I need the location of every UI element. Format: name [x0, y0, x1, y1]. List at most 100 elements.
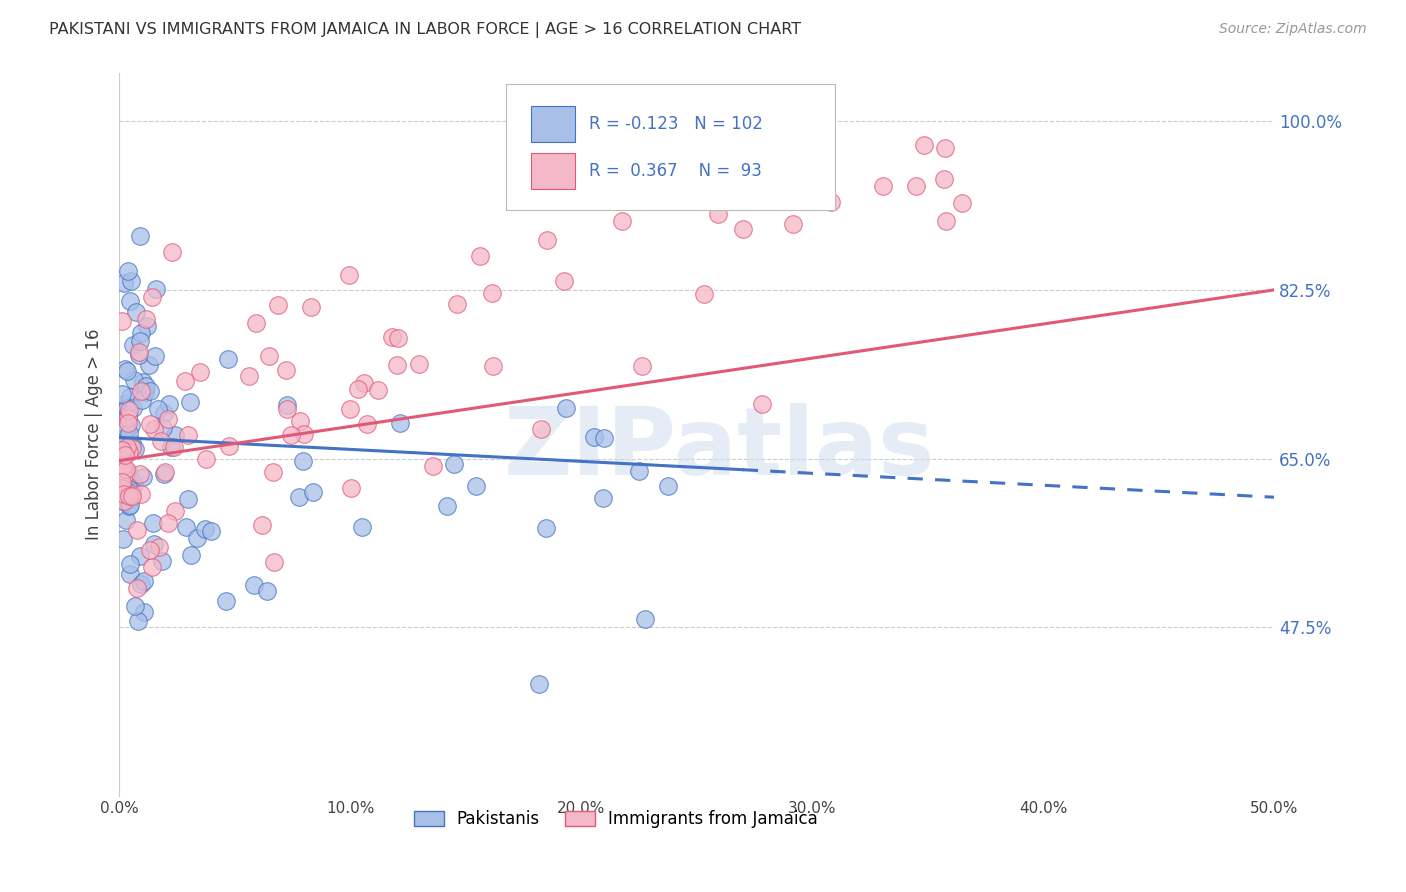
Point: [132, 376, 155, 390]
Point: [143, 349, 166, 363]
Point: [143, 422, 166, 436]
Point: [117, 465, 139, 479]
Point: [118, 557, 141, 571]
Point: [751, 397, 773, 411]
Text: PAKISTANI VS IMMIGRANTS FROM JAMAICA IN LABOR FORCE | AGE > 16 CORRELATION CHART: PAKISTANI VS IMMIGRANTS FROM JAMAICA IN …: [49, 22, 801, 38]
Point: [136, 318, 159, 333]
Point: [262, 465, 284, 479]
Point: [291, 454, 314, 468]
Point: [114, 448, 136, 462]
Point: [733, 221, 755, 235]
Point: [633, 612, 655, 626]
Point: [385, 358, 408, 372]
Point: [110, 484, 132, 499]
Point: [115, 422, 138, 436]
Point: [276, 402, 298, 417]
Point: [465, 478, 488, 492]
Point: [128, 348, 150, 362]
Point: [122, 401, 145, 415]
Point: [257, 350, 280, 364]
Point: [114, 495, 136, 509]
Point: [121, 441, 143, 455]
Point: [118, 294, 141, 309]
Bar: [531, 105, 575, 142]
Point: [245, 316, 267, 330]
Point: [387, 331, 409, 345]
Point: [782, 217, 804, 231]
Point: [118, 498, 141, 512]
Point: [111, 405, 134, 419]
Point: [180, 548, 202, 562]
Point: [340, 481, 363, 495]
Point: [125, 523, 148, 537]
Point: [337, 268, 360, 282]
Point: [117, 411, 139, 425]
Point: [730, 180, 752, 194]
Point: [610, 214, 633, 228]
Point: [125, 581, 148, 595]
Point: [238, 369, 260, 384]
Point: [111, 458, 134, 473]
Point: [263, 555, 285, 569]
Point: [527, 677, 550, 691]
Text: ZIPatlas: ZIPatlas: [503, 403, 935, 495]
Point: [110, 440, 132, 454]
Point: [592, 491, 614, 506]
Point: [174, 519, 197, 533]
Point: [129, 487, 152, 501]
Point: [112, 397, 135, 411]
Point: [131, 392, 153, 407]
Point: [152, 467, 174, 481]
Point: [120, 390, 142, 404]
Point: [194, 451, 217, 466]
Point: [132, 574, 155, 588]
Point: [160, 440, 183, 454]
Point: [174, 374, 197, 388]
Point: [443, 457, 465, 471]
Point: [179, 394, 201, 409]
Point: [121, 474, 143, 488]
Point: [288, 490, 311, 504]
Point: [120, 566, 142, 581]
Point: [347, 383, 370, 397]
Point: [446, 297, 468, 311]
Point: [932, 172, 955, 186]
Point: [118, 490, 141, 504]
Point: [177, 428, 200, 442]
Point: [381, 330, 404, 344]
Point: [135, 379, 157, 393]
Point: [132, 469, 155, 483]
Point: [950, 196, 973, 211]
Point: [118, 426, 141, 441]
Point: [141, 559, 163, 574]
Point: [872, 179, 894, 194]
Point: [276, 399, 298, 413]
Y-axis label: In Labor Force | Age > 16: In Labor Force | Age > 16: [86, 329, 103, 541]
Point: [353, 376, 375, 390]
Text: R = -0.123   N = 102: R = -0.123 N = 102: [589, 114, 763, 133]
Point: [129, 577, 152, 591]
Point: [628, 465, 651, 479]
Point: [150, 554, 173, 568]
Point: [163, 504, 186, 518]
Point: [141, 290, 163, 304]
Point: [117, 401, 139, 415]
Point: [112, 487, 135, 501]
Point: [177, 491, 200, 506]
Point: [142, 536, 165, 550]
Point: [112, 276, 135, 290]
Point: [530, 422, 553, 436]
Point: [352, 519, 374, 533]
FancyBboxPatch shape: [506, 84, 835, 211]
Point: [301, 484, 323, 499]
Point: [356, 417, 378, 431]
Point: [114, 467, 136, 481]
Point: [186, 532, 208, 546]
Point: [110, 443, 132, 458]
Point: [114, 513, 136, 527]
Point: [536, 233, 558, 247]
Point: [117, 408, 139, 422]
Legend: Pakistanis, Immigrants from Jamaica: Pakistanis, Immigrants from Jamaica: [406, 804, 825, 835]
Point: [117, 469, 139, 483]
Point: [128, 344, 150, 359]
